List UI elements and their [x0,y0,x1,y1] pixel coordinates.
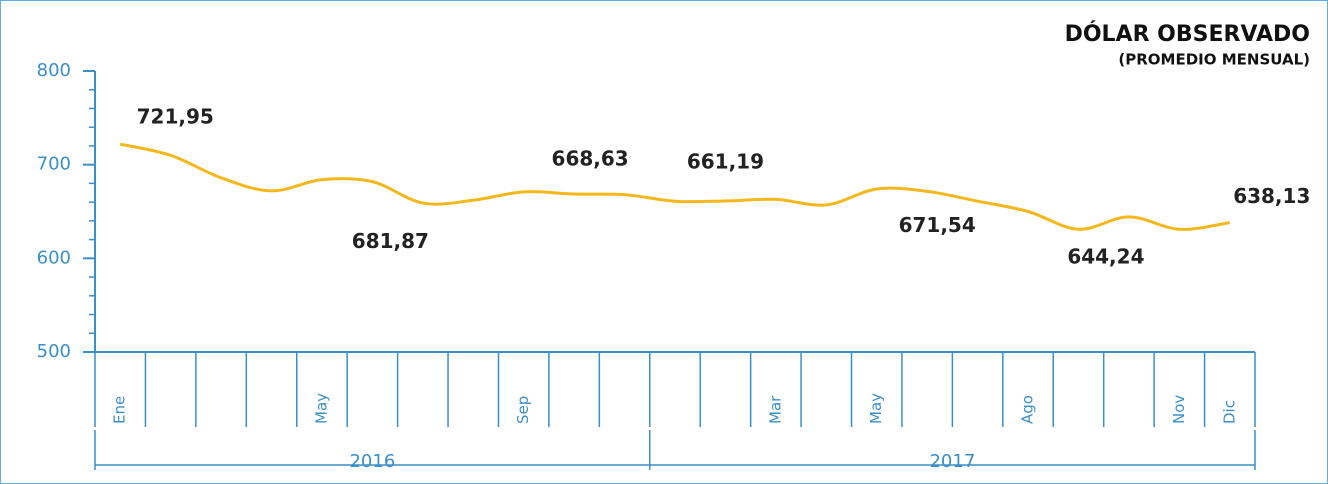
data-label: 681,87 [352,229,429,253]
y-tick-label: 600 [37,247,71,268]
year-label: 2016 [349,451,395,472]
x-tick-label: Dic [1220,400,1238,424]
y-tick-label: 700 [37,154,71,175]
data-label: 721,95 [137,105,214,129]
chart-title: DÓLAR OBSERVADO [1065,21,1310,47]
x-tick-label: May [312,393,330,424]
line [119,142,1231,231]
y-tick-label: 800 [37,60,71,81]
x-tick-label: Ago [1019,395,1037,424]
year-label: 2017 [929,451,975,472]
x-tick-label: Nov [1170,395,1188,424]
data-label: 638,13 [1233,184,1310,208]
x-tick-label: Sep [514,396,532,424]
chart-subtitle: (PROMEDIO MENSUAL) [1118,51,1310,69]
data-label: 644,24 [1067,244,1144,268]
data-label: 671,54 [899,213,976,237]
data-label: 668,63 [552,147,629,171]
x-tick-label: May [867,393,885,424]
y-tick-label: 500 [37,341,71,362]
data-label: 661,19 [687,150,764,174]
x-tick-label: Mar [766,395,784,424]
x-tick-label: Ene [111,396,129,424]
